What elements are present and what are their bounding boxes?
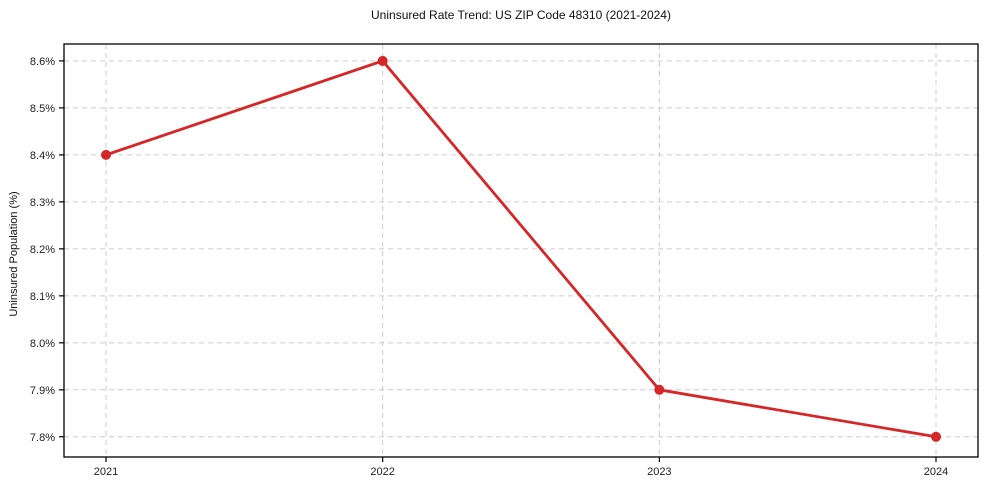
x-tick-label: 2022 bbox=[370, 466, 394, 478]
plot-border bbox=[63, 43, 979, 458]
y-tick-label: 8.5% bbox=[30, 103, 55, 115]
data-point-marker bbox=[377, 55, 388, 66]
y-tick-label: 8.6% bbox=[30, 56, 55, 68]
data-point-marker bbox=[101, 149, 111, 160]
y-tick-label: 8.4% bbox=[30, 150, 55, 162]
x-tick-label: 2021 bbox=[94, 466, 118, 478]
y-tick-label: 8.0% bbox=[30, 338, 55, 350]
data-point-marker bbox=[931, 431, 941, 442]
x-tick-label: 2023 bbox=[647, 466, 671, 478]
y-tick-label: 8.3% bbox=[30, 197, 55, 209]
data-point-marker bbox=[654, 384, 665, 395]
y-tick-label: 7.9% bbox=[30, 385, 55, 397]
trend-line bbox=[104, 59, 938, 439]
x-tick-label: 2024 bbox=[924, 466, 948, 478]
y-tick-label: 8.2% bbox=[30, 244, 55, 256]
y-tick-label: 7.8% bbox=[30, 432, 55, 444]
chart-title: Uninsured Rate Trend: US ZIP Code 48310 … bbox=[371, 8, 671, 22]
y-tick-label: 8.1% bbox=[30, 291, 55, 303]
